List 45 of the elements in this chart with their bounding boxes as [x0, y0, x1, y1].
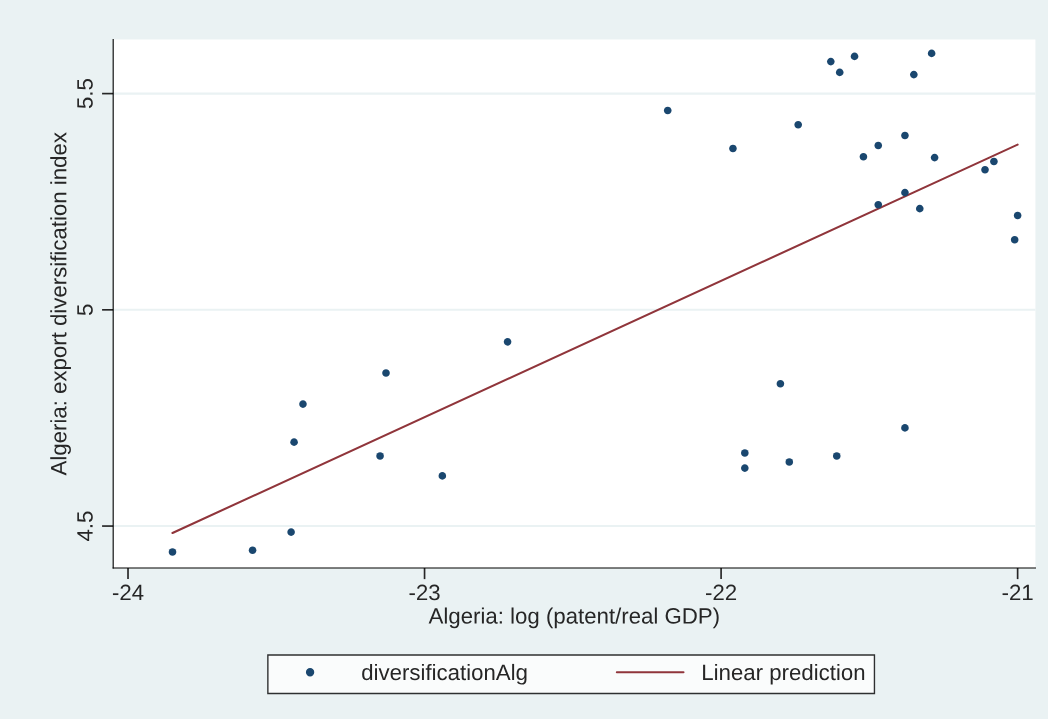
point — [663, 106, 672, 115]
point — [729, 144, 737, 153]
point — [874, 200, 883, 209]
x-tick-label: -23 — [409, 584, 440, 601]
point — [1010, 235, 1019, 244]
point — [927, 49, 936, 58]
point — [901, 131, 909, 140]
point — [827, 57, 835, 66]
point — [901, 424, 909, 432]
point — [910, 70, 918, 79]
point — [290, 438, 298, 446]
y-tick-label: 4.5 — [77, 511, 93, 541]
point — [850, 52, 859, 61]
point — [794, 120, 802, 129]
y-tick-label: 5.5 — [77, 79, 93, 109]
legend-label: Linear prediction — [703, 663, 865, 685]
y-axis-title: Algeria: export diversification index — [50, 132, 71, 476]
y-tick-label: 5 — [77, 304, 93, 316]
point — [299, 400, 307, 408]
point — [776, 379, 785, 388]
point — [930, 153, 939, 162]
point — [874, 141, 883, 150]
point — [503, 338, 512, 346]
point — [859, 152, 868, 161]
x-tick-label: -21 — [1002, 584, 1033, 601]
point — [382, 369, 390, 377]
x-tick-label: -22 — [706, 584, 737, 601]
point — [990, 157, 998, 166]
point — [1013, 211, 1022, 220]
x-axis-title: Algeria: log (patent/real GDP) — [428, 607, 719, 629]
x-tick-label: -24 — [112, 584, 144, 601]
point — [901, 188, 909, 197]
point — [248, 546, 257, 555]
point — [168, 548, 177, 556]
point — [915, 204, 924, 213]
point — [287, 528, 295, 536]
point — [981, 165, 989, 174]
point — [835, 68, 844, 77]
legend-label: diversificationAlg — [362, 663, 527, 685]
point — [785, 458, 794, 466]
point — [741, 449, 749, 457]
point — [376, 452, 384, 460]
point — [438, 472, 447, 480]
point — [832, 452, 841, 460]
point — [741, 464, 749, 472]
